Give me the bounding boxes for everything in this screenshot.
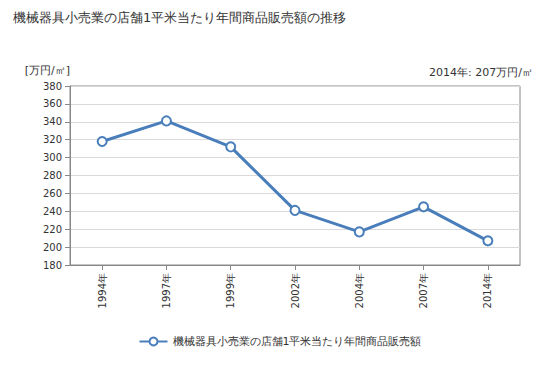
- svg-text:240: 240: [43, 206, 62, 217]
- svg-text:2004年: 2004年: [354, 273, 365, 308]
- svg-text:2014年: 2014年: [482, 273, 493, 308]
- svg-text:2014年: 207万円/㎡: 2014年: 207万円/㎡: [429, 66, 533, 79]
- svg-text:340: 340: [43, 116, 62, 127]
- svg-text:200: 200: [43, 242, 62, 253]
- svg-text:320: 320: [43, 134, 62, 145]
- svg-text:280: 280: [43, 170, 62, 181]
- svg-text:380: 380: [43, 81, 62, 92]
- svg-text:1999年: 1999年: [225, 273, 236, 308]
- svg-text:300: 300: [43, 152, 62, 163]
- svg-text:2007年: 2007年: [418, 273, 429, 308]
- svg-text:[万円/㎡]: [万円/㎡]: [25, 64, 70, 77]
- svg-text:1997年: 1997年: [161, 273, 172, 308]
- svg-text:2002年: 2002年: [290, 273, 301, 308]
- svg-text:260: 260: [43, 188, 62, 199]
- svg-text:180: 180: [43, 260, 62, 271]
- svg-text:360: 360: [43, 98, 62, 109]
- svg-text:機械器具小売業の店舗1平米当たり年間商品販売額: 機械器具小売業の店舗1平米当たり年間商品販売額: [173, 335, 422, 348]
- svg-text:1994年: 1994年: [97, 273, 108, 308]
- svg-text:220: 220: [43, 224, 62, 235]
- svg-text:機械器具小売業の店舗1平米当たり年間商品販売額の推移: 機械器具小売業の店舗1平米当たり年間商品販売額の推移: [13, 10, 346, 25]
